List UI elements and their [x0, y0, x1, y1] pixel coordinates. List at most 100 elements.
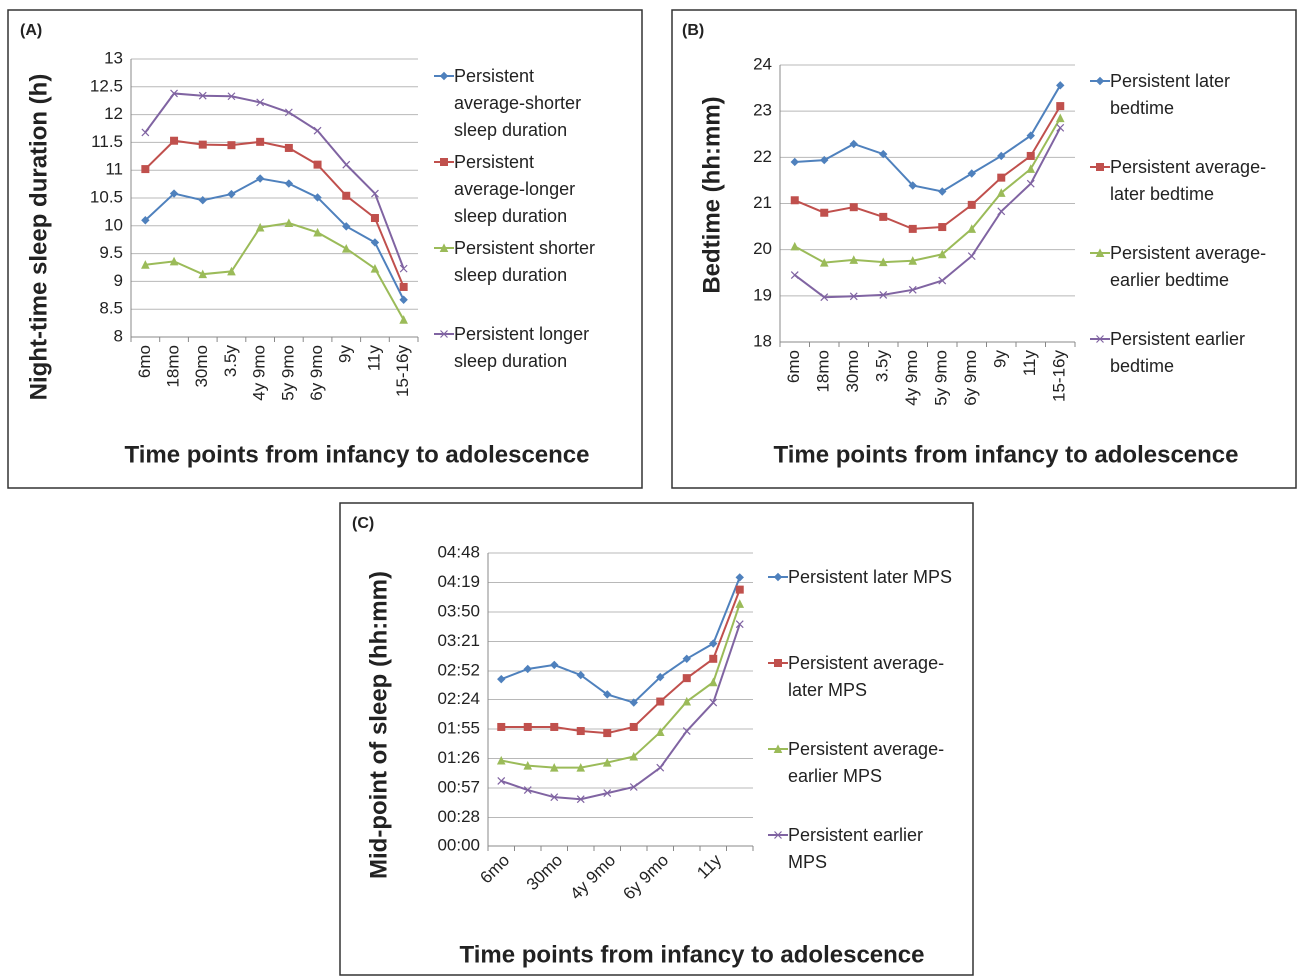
- marker: [879, 290, 888, 299]
- legend-label: Persistent average-later MPS: [788, 653, 945, 700]
- marker: [709, 639, 718, 648]
- legend-item: Persistent average-longer sleep duration: [434, 149, 604, 235]
- y-tick-label: 00:00: [437, 835, 480, 854]
- marker: [576, 727, 585, 736]
- marker: [879, 149, 888, 159]
- legend-marker: [768, 572, 788, 582]
- legend-item: Persistent longer sleep duration: [434, 321, 604, 407]
- y-tick-label: 18: [753, 331, 772, 350]
- marker: [523, 786, 532, 794]
- marker: [227, 266, 236, 276]
- marker: [708, 677, 718, 687]
- marker: [549, 763, 559, 772]
- legend-item: Persistent average-shorter sleep duratio…: [434, 63, 604, 149]
- y-tick-label: 24: [753, 54, 772, 73]
- legend-label: Persistent average-shorter sleep duratio…: [454, 66, 582, 140]
- marker: [735, 620, 744, 629]
- legend-marker: [768, 744, 788, 753]
- marker: [1026, 164, 1036, 173]
- marker: [655, 727, 665, 737]
- marker: [256, 98, 265, 107]
- marker: [170, 136, 179, 145]
- marker: [576, 763, 586, 772]
- series-line: [144, 92, 405, 269]
- legend: Persistent later bedtime Persistent avera…: [1090, 68, 1275, 412]
- marker: [576, 670, 585, 680]
- series-line: [794, 105, 1062, 230]
- marker: [656, 672, 665, 682]
- series-line: [501, 603, 741, 769]
- x-tick-label: 9y: [336, 345, 355, 363]
- legend-marker: [434, 71, 454, 81]
- legend-label: Persistent average-earlier MPS: [788, 739, 945, 786]
- x-tick-label: 5y 9mo: [932, 350, 951, 406]
- marker: [141, 128, 150, 137]
- x-tick-label: 15-16y: [393, 345, 412, 397]
- marker: [682, 696, 692, 706]
- marker: [629, 722, 638, 731]
- marker: [709, 698, 718, 707]
- marker: [1056, 102, 1065, 111]
- marker: [773, 572, 783, 582]
- marker: [774, 659, 782, 667]
- x-tick-label: 11y: [364, 345, 383, 372]
- marker: [284, 218, 294, 228]
- y-tick-label: 04:48: [437, 542, 480, 561]
- marker: [629, 751, 639, 761]
- legend-label: Persistent average-longer sleep duration: [454, 152, 576, 226]
- marker: [1096, 335, 1104, 343]
- panel-border: [7, 9, 643, 489]
- y-tick-label: 8.5: [99, 299, 123, 318]
- marker: [399, 315, 408, 324]
- y-axis-title: Mid-point of sleep (hh:mm): [365, 571, 392, 879]
- marker: [820, 208, 829, 217]
- x-tick-label: 4y 9mo: [250, 345, 269, 401]
- marker: [937, 249, 947, 259]
- marker: [602, 757, 612, 767]
- marker: [820, 155, 829, 165]
- marker: [399, 264, 408, 273]
- marker: [399, 295, 408, 304]
- y-tick-label: 19: [753, 285, 772, 304]
- marker: [1056, 123, 1065, 132]
- marker: [141, 165, 150, 174]
- legend-marker: [1090, 163, 1110, 171]
- marker: [141, 216, 150, 225]
- series-line: [144, 139, 405, 288]
- marker: [255, 222, 265, 232]
- marker: [656, 697, 665, 706]
- marker: [908, 256, 918, 265]
- x-tick-label: 5y 9mo: [278, 345, 297, 401]
- marker: [370, 263, 380, 273]
- marker: [370, 238, 380, 247]
- marker: [656, 763, 665, 772]
- marker: [967, 169, 976, 178]
- marker: [255, 174, 265, 183]
- marker: [790, 271, 799, 279]
- legend-marker: [1090, 248, 1110, 257]
- marker: [440, 158, 448, 166]
- marker: [849, 255, 859, 264]
- legend-label: Persistent longer sleep duration: [454, 324, 590, 371]
- y-tick-label: 22: [753, 147, 772, 166]
- marker: [967, 224, 977, 233]
- legend-marker: [434, 158, 454, 166]
- y-tick-label: 01:26: [437, 748, 480, 767]
- legend-label: Persistent average-later bedtime: [1110, 157, 1267, 204]
- series-line: [794, 127, 1062, 299]
- legend-marker: [1090, 76, 1110, 86]
- y-tick-label: 9.5: [99, 243, 123, 262]
- legend-marker: [768, 659, 788, 667]
- marker: [709, 654, 718, 663]
- marker: [198, 196, 207, 205]
- marker: [1026, 151, 1035, 160]
- marker: [849, 139, 858, 149]
- x-tick-label: 15-16y: [1050, 350, 1069, 402]
- y-tick-label: 02:24: [437, 689, 480, 708]
- marker: [603, 690, 612, 699]
- marker: [313, 126, 322, 135]
- marker: [1095, 76, 1105, 86]
- marker: [169, 256, 179, 266]
- panel-label: (C): [352, 515, 374, 532]
